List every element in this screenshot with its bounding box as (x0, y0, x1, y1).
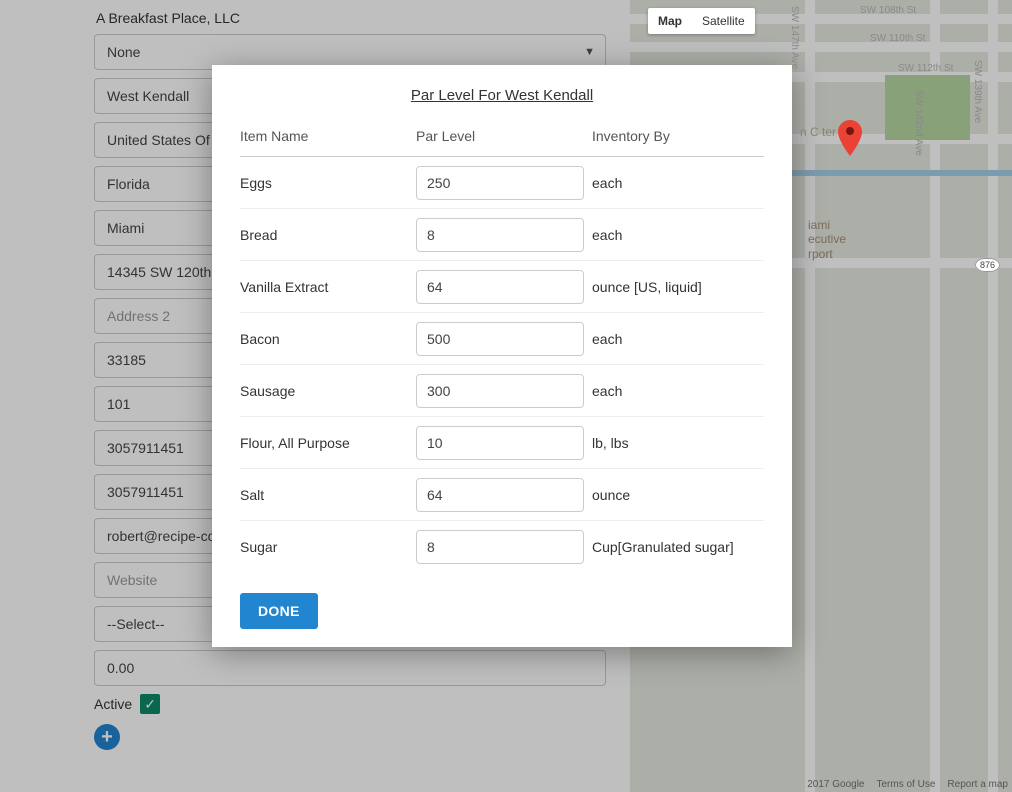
road-label: SW 108th St (860, 5, 916, 16)
item-name-cell: Sausage (240, 383, 416, 399)
item-name-cell: Salt (240, 487, 416, 503)
table-row: Sausage each (240, 365, 764, 417)
par-level-cell (416, 218, 592, 252)
table-row: Eggs each (240, 157, 764, 209)
table-row: Bacon each (240, 313, 764, 365)
map-place-line: ecutive (808, 232, 846, 246)
par-level-input[interactable] (416, 322, 584, 356)
par-level-cell (416, 374, 592, 408)
item-name-cell: Eggs (240, 175, 416, 191)
road-label: SW 142nd Ave (913, 90, 924, 156)
par-level-input[interactable] (416, 166, 584, 200)
road-label: SW 139th Ave (972, 60, 983, 123)
inventory-by-cell: ounce [US, liquid] (592, 279, 764, 295)
par-level-cell (416, 426, 592, 460)
par-level-cell (416, 166, 592, 200)
par-level-modal: Par Level For West Kendall Item Name Par… (212, 65, 792, 647)
table-row: Sugar Cup[Granulated sugar] (240, 521, 764, 573)
inventory-by-cell: each (592, 331, 764, 347)
inventory-by-cell: each (592, 175, 764, 191)
map-place-line: iami (808, 218, 846, 232)
road-label: SW 147th Ave (789, 6, 800, 69)
road-label: SW 112th St (898, 63, 953, 74)
item-name-cell: Vanilla Extract (240, 279, 416, 295)
par-level-input[interactable] (416, 478, 584, 512)
map-tab-satellite[interactable]: Satellite (692, 8, 755, 34)
inventory-by-cell: each (592, 383, 764, 399)
table-row: Bread each (240, 209, 764, 261)
inventory-by-cell: lb, lbs (592, 435, 764, 451)
header-inventory-by: Inventory By (592, 128, 764, 144)
map-place-label: n C ter (800, 125, 836, 139)
item-name-cell: Bread (240, 227, 416, 243)
table-row: Vanilla Extract ounce [US, liquid] (240, 261, 764, 313)
par-level-input[interactable] (416, 530, 584, 564)
par-level-cell (416, 270, 592, 304)
par-level-input[interactable] (416, 218, 584, 252)
map-terms-link[interactable]: Terms of Use (877, 779, 936, 790)
table-body: Eggs each Bread each Vanilla Extract ounce [U… (240, 157, 764, 573)
map-place-line: rport (808, 247, 846, 261)
par-level-input[interactable] (416, 374, 584, 408)
item-name-cell: Flour, All Purpose (240, 435, 416, 451)
item-name-cell: Sugar (240, 539, 416, 555)
inventory-by-cell: ounce (592, 487, 764, 503)
modal-title: Par Level For West Kendall (240, 87, 764, 104)
par-level-input[interactable] (416, 426, 584, 460)
par-level-cell (416, 530, 592, 564)
par-level-cell (416, 322, 592, 356)
par-level-cell (416, 478, 592, 512)
map-pin-icon (838, 120, 862, 159)
map-report-link[interactable]: Report a map (947, 779, 1008, 790)
inventory-by-cell: Cup[Granulated sugar] (592, 539, 764, 555)
road-label: SW 110th St (870, 33, 925, 44)
modal-scroll-area[interactable]: Par Level For West Kendall Item Name Par… (212, 65, 792, 581)
map-attrib-year: 2017 Google (807, 779, 864, 790)
map-type-controls: Map Satellite (648, 8, 755, 34)
par-level-input[interactable] (416, 270, 584, 304)
highway-shield: 876 (975, 255, 1000, 271)
header-item-name: Item Name (240, 128, 416, 144)
item-name-cell: Bacon (240, 331, 416, 347)
table-row: Salt ounce (240, 469, 764, 521)
inventory-by-cell: each (592, 227, 764, 243)
map-attribution: 2017 Google Terms of Use Report a map (807, 779, 1008, 790)
table-header-row: Item Name Par Level Inventory By (240, 128, 764, 157)
map-tab-map[interactable]: Map (648, 8, 692, 34)
done-button[interactable]: DONE (240, 593, 318, 629)
modal-footer: DONE (212, 581, 792, 647)
table-row: Flour, All Purpose lb, lbs (240, 417, 764, 469)
header-par-level: Par Level (416, 128, 592, 144)
